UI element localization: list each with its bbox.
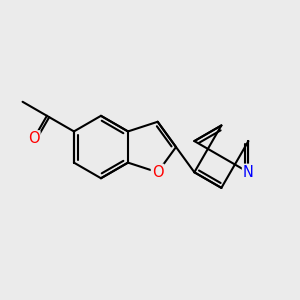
Text: N: N bbox=[243, 165, 254, 180]
Text: O: O bbox=[28, 131, 40, 146]
Text: O: O bbox=[152, 165, 164, 180]
